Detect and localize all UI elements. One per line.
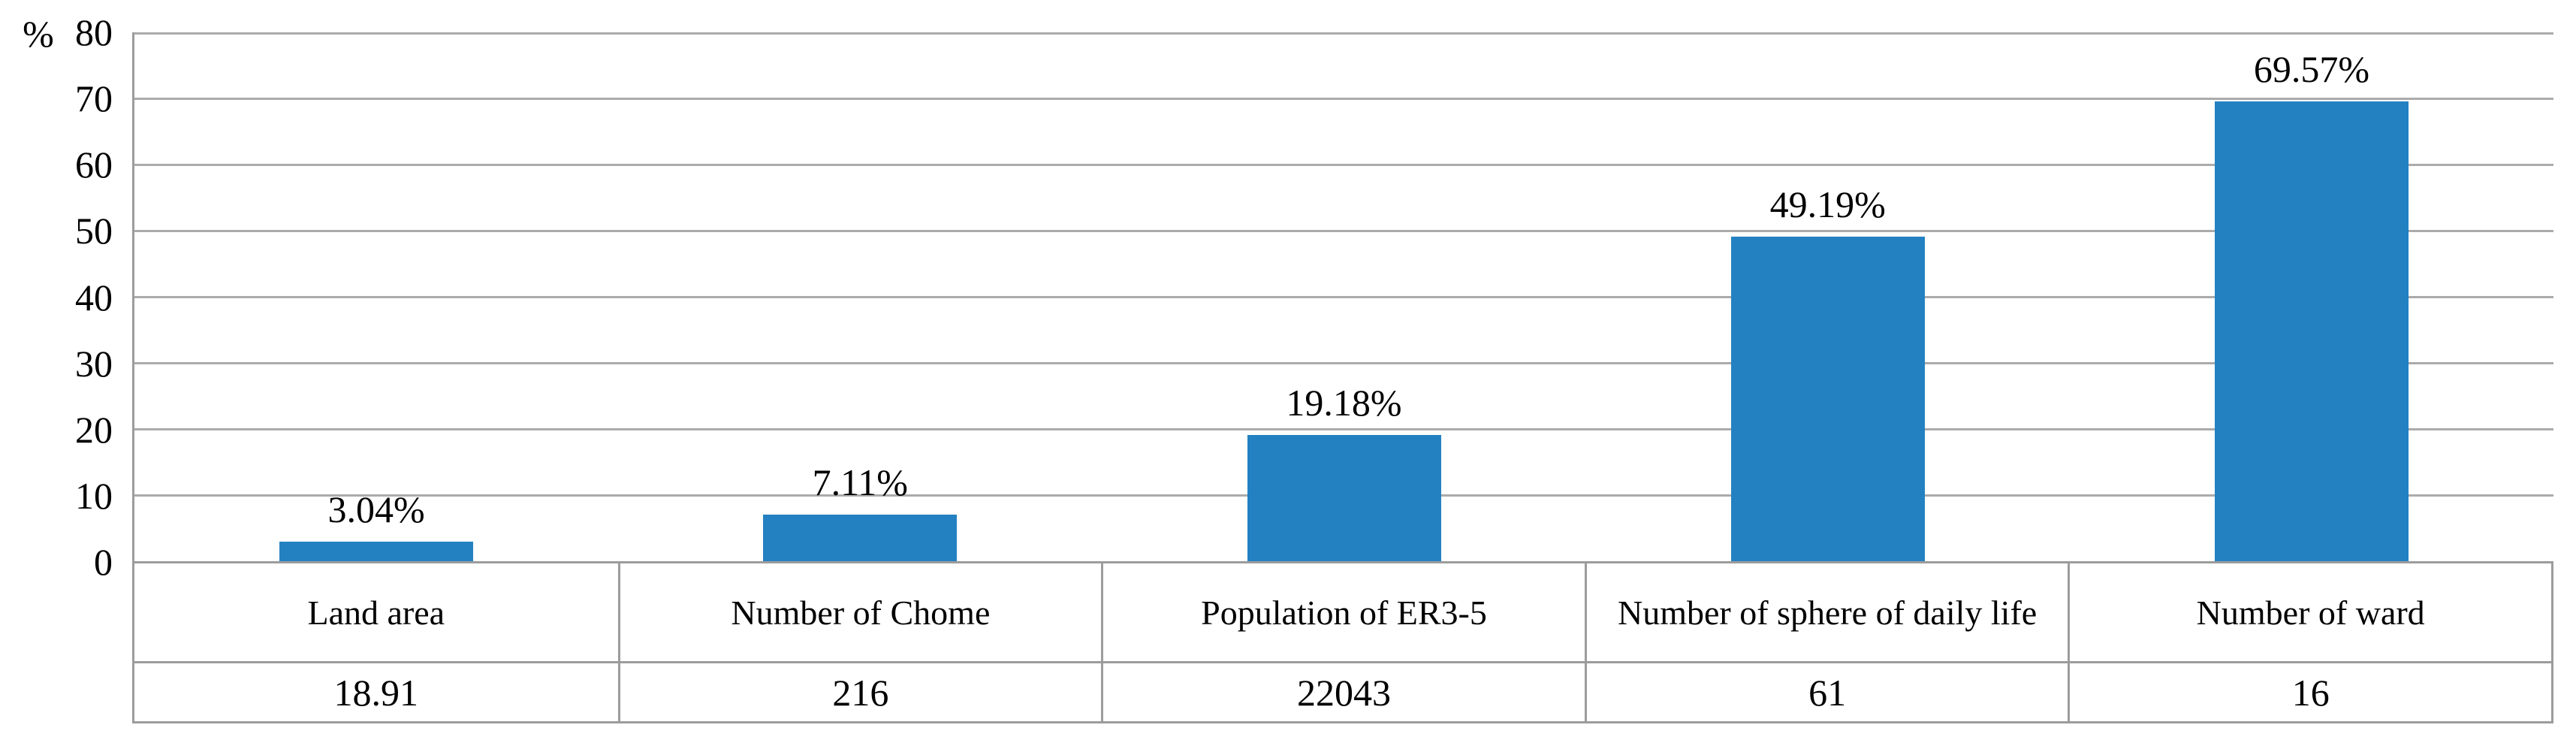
plot-area: 3.04% 7.11% 19.18% 49.19% 69.57%	[132, 32, 2553, 562]
data-table: Land area Number of Chome Population of ER…	[132, 561, 2553, 723]
category-cell: Land area	[307, 593, 445, 632]
value-cell: 61	[1584, 661, 2068, 721]
gridline	[134, 229, 2553, 232]
bar-5	[2214, 101, 2409, 562]
gridline	[134, 428, 2553, 431]
category-row: Land area Number of Chome Population of ER…	[134, 563, 2551, 661]
bar-4	[1730, 236, 1925, 562]
bar-value-label: 49.19%	[1769, 183, 1886, 225]
y-tick-label: 80	[75, 11, 113, 53]
y-tick-label: 60	[75, 143, 113, 186]
bar-value-label: 7.11%	[812, 461, 908, 504]
value-row: 18.91 216 22043 61 16	[134, 661, 2551, 721]
bar-value-label: 3.04%	[327, 488, 425, 531]
bar-value-label: 69.57%	[2253, 47, 2369, 90]
y-tick-label: 40	[75, 276, 113, 319]
y-tick-label: 0	[94, 541, 113, 583]
value-cell: 216	[617, 661, 1102, 721]
gridline	[134, 163, 2553, 166]
value-cell: 22043	[1101, 661, 1585, 721]
y-axis-unit-label: %	[23, 13, 54, 55]
category-cell: Number of Chome	[617, 563, 1102, 661]
category-cell: Number of ward	[2068, 563, 2551, 661]
gridline	[134, 362, 2553, 365]
bar-1	[279, 542, 474, 562]
category-cell: Population of ER3-5	[1101, 563, 1585, 661]
bar-2	[763, 515, 958, 562]
y-tick-label: 30	[75, 342, 113, 385]
y-tick-label: 70	[75, 77, 113, 120]
gridline	[134, 32, 2553, 35]
value-cell: 18.91	[134, 661, 618, 721]
bar-3	[1247, 434, 1441, 562]
y-tick-label: 20	[75, 408, 113, 451]
gridline	[134, 296, 2553, 298]
bar-value-label: 19.18%	[1286, 381, 1402, 424]
y-tick-label: 50	[75, 210, 113, 252]
category-cell: Number of sphere of daily life	[1584, 563, 2068, 661]
gridline	[134, 97, 2553, 100]
y-tick-label: 10	[75, 474, 113, 517]
value-cell: 16	[2068, 661, 2551, 721]
